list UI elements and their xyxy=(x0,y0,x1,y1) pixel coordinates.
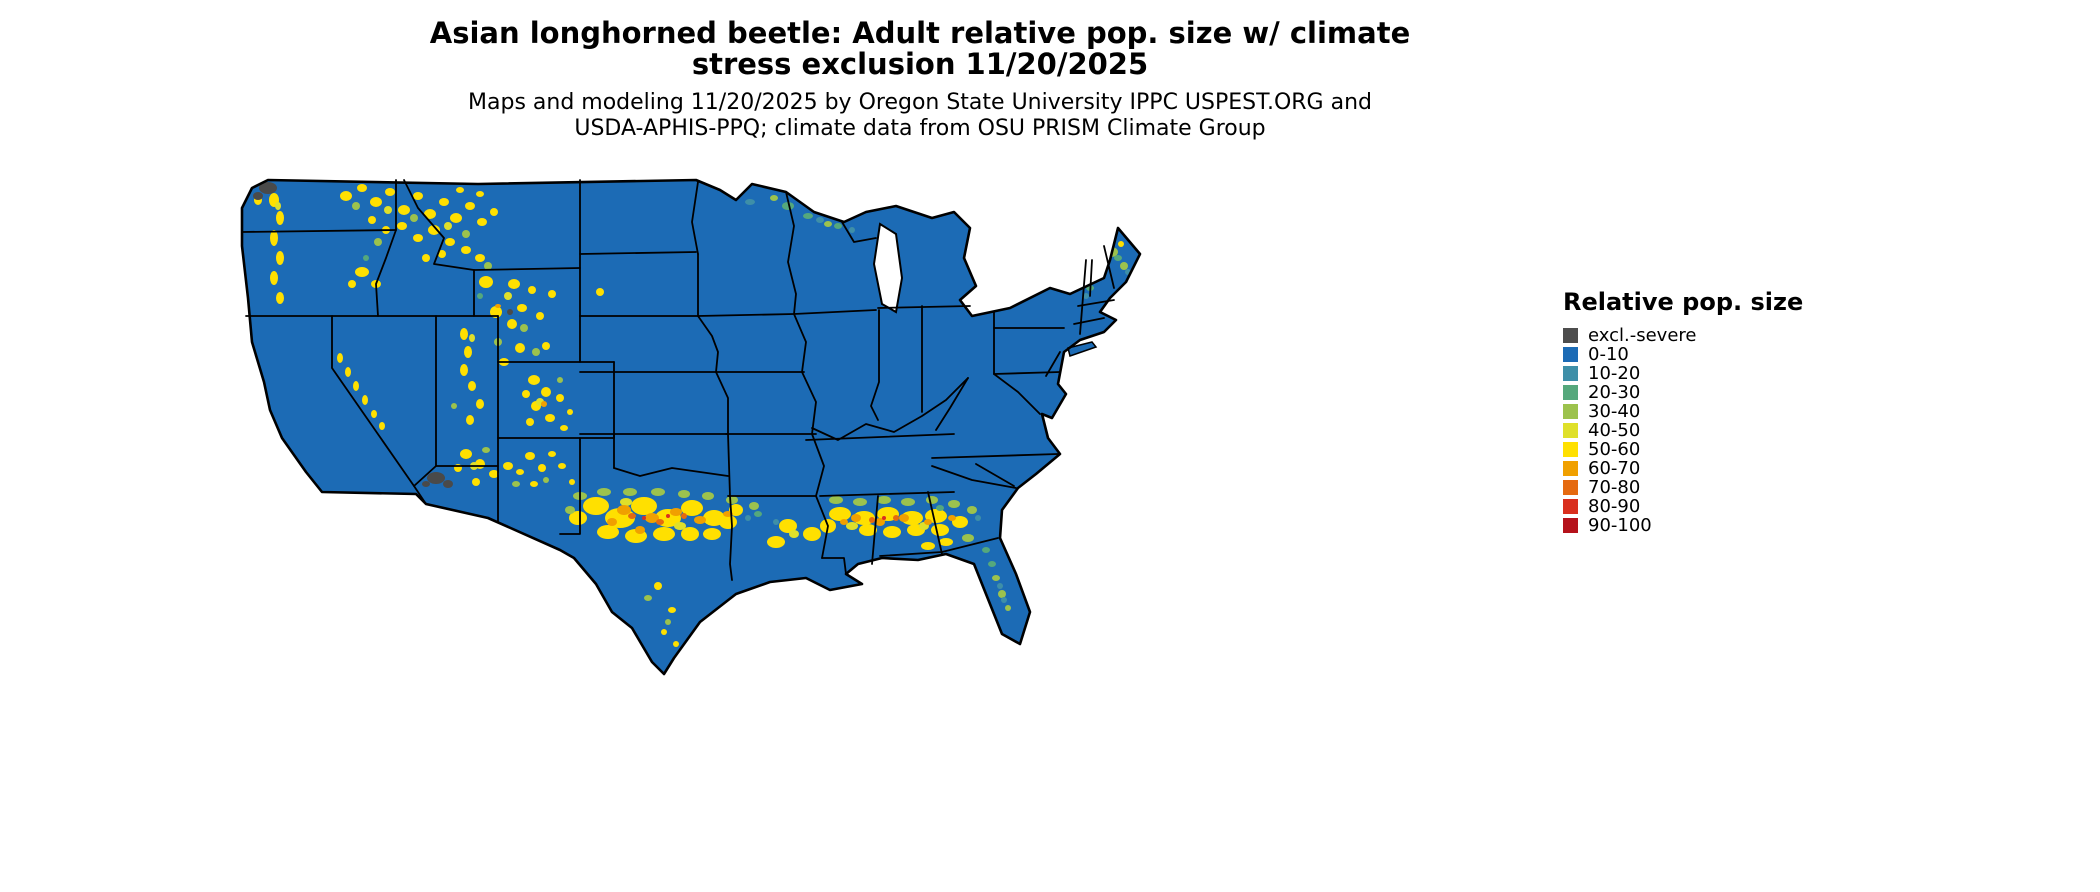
legend-swatch xyxy=(1563,461,1578,476)
legend-label: 70-80 xyxy=(1588,477,1641,498)
legend-title: Relative pop. size xyxy=(1563,288,1804,316)
long-island xyxy=(1067,341,1098,357)
legend-label: 90-100 xyxy=(1588,515,1652,536)
population-overlay xyxy=(253,182,1131,647)
overlay-10-20 xyxy=(745,199,1131,603)
legend-entry: 30-40 xyxy=(1563,401,1803,422)
legend-label: 40-50 xyxy=(1588,420,1641,441)
overlay-40-50 xyxy=(275,202,929,538)
legend-entry: excl.-severe xyxy=(1563,325,1803,346)
map-title-line2: stress exclusion 11/20/2025 xyxy=(691,47,1149,81)
overlay-80-90 xyxy=(642,514,886,520)
legend-entries: excl.-severe 0-10 10-20 20-30 30-40 40-50 50-6… xyxy=(1563,325,1803,536)
map-subtitle-line2: USDA-APHIS-PPQ; climate data from OSU PR… xyxy=(574,116,1266,141)
legend-label: excl.-severe xyxy=(1588,325,1697,346)
map-title-line1: Asian longhorned beetle: Adult relative … xyxy=(429,16,1411,50)
overlay-70-80 xyxy=(628,513,899,525)
legend-label: 50-60 xyxy=(1588,439,1641,460)
legend-swatch xyxy=(1563,366,1578,381)
state-boundaries xyxy=(241,179,1115,581)
overlay-excluded xyxy=(253,182,513,488)
legend-label: 10-20 xyxy=(1588,363,1641,384)
legend-label: 80-90 xyxy=(1588,496,1641,517)
legend-label: 30-40 xyxy=(1588,401,1641,422)
legend: Relative pop. size excl.-severe 0-10 10-20… xyxy=(1563,288,1804,536)
legend-swatch xyxy=(1563,347,1578,362)
legend-entry: 10-20 xyxy=(1563,363,1803,384)
legend-label: 0-10 xyxy=(1588,344,1629,365)
map-subtitle-line1: Maps and modeling 11/20/2025 by Oregon S… xyxy=(468,90,1372,115)
legend-entry: 0-10 xyxy=(1563,344,1803,365)
legend-swatch xyxy=(1563,404,1578,419)
legend-label: 60-70 xyxy=(1588,458,1641,479)
legend-swatch xyxy=(1563,328,1578,343)
legend-swatch xyxy=(1563,442,1578,457)
legend-entry: 40-50 xyxy=(1563,420,1803,441)
legend-swatch xyxy=(1563,480,1578,495)
map-subtitle: Maps and modeling 11/20/2025 by Oregon S… xyxy=(0,90,1840,142)
us-map xyxy=(228,166,1143,690)
legend-entry: 90-100 xyxy=(1563,515,1803,536)
legend-entry: 50-60 xyxy=(1563,439,1803,460)
legend-entry: 60-70 xyxy=(1563,458,1803,479)
legend-swatch xyxy=(1563,423,1578,438)
overlay-30-40 xyxy=(352,195,1128,625)
map-title: Asian longhorned beetle: Adult relative … xyxy=(0,18,1840,80)
legend-swatch xyxy=(1563,518,1578,533)
us-map-svg xyxy=(240,178,1142,676)
legend-entry: 80-90 xyxy=(1563,496,1803,517)
lake-michigan xyxy=(872,222,904,314)
legend-swatch xyxy=(1563,385,1578,400)
legend-entry: 20-30 xyxy=(1563,382,1803,403)
legend-label: 20-30 xyxy=(1588,382,1641,403)
legend-swatch xyxy=(1563,499,1578,514)
overlay-60-70 xyxy=(495,304,956,534)
legend-entry: 70-80 xyxy=(1563,477,1803,498)
